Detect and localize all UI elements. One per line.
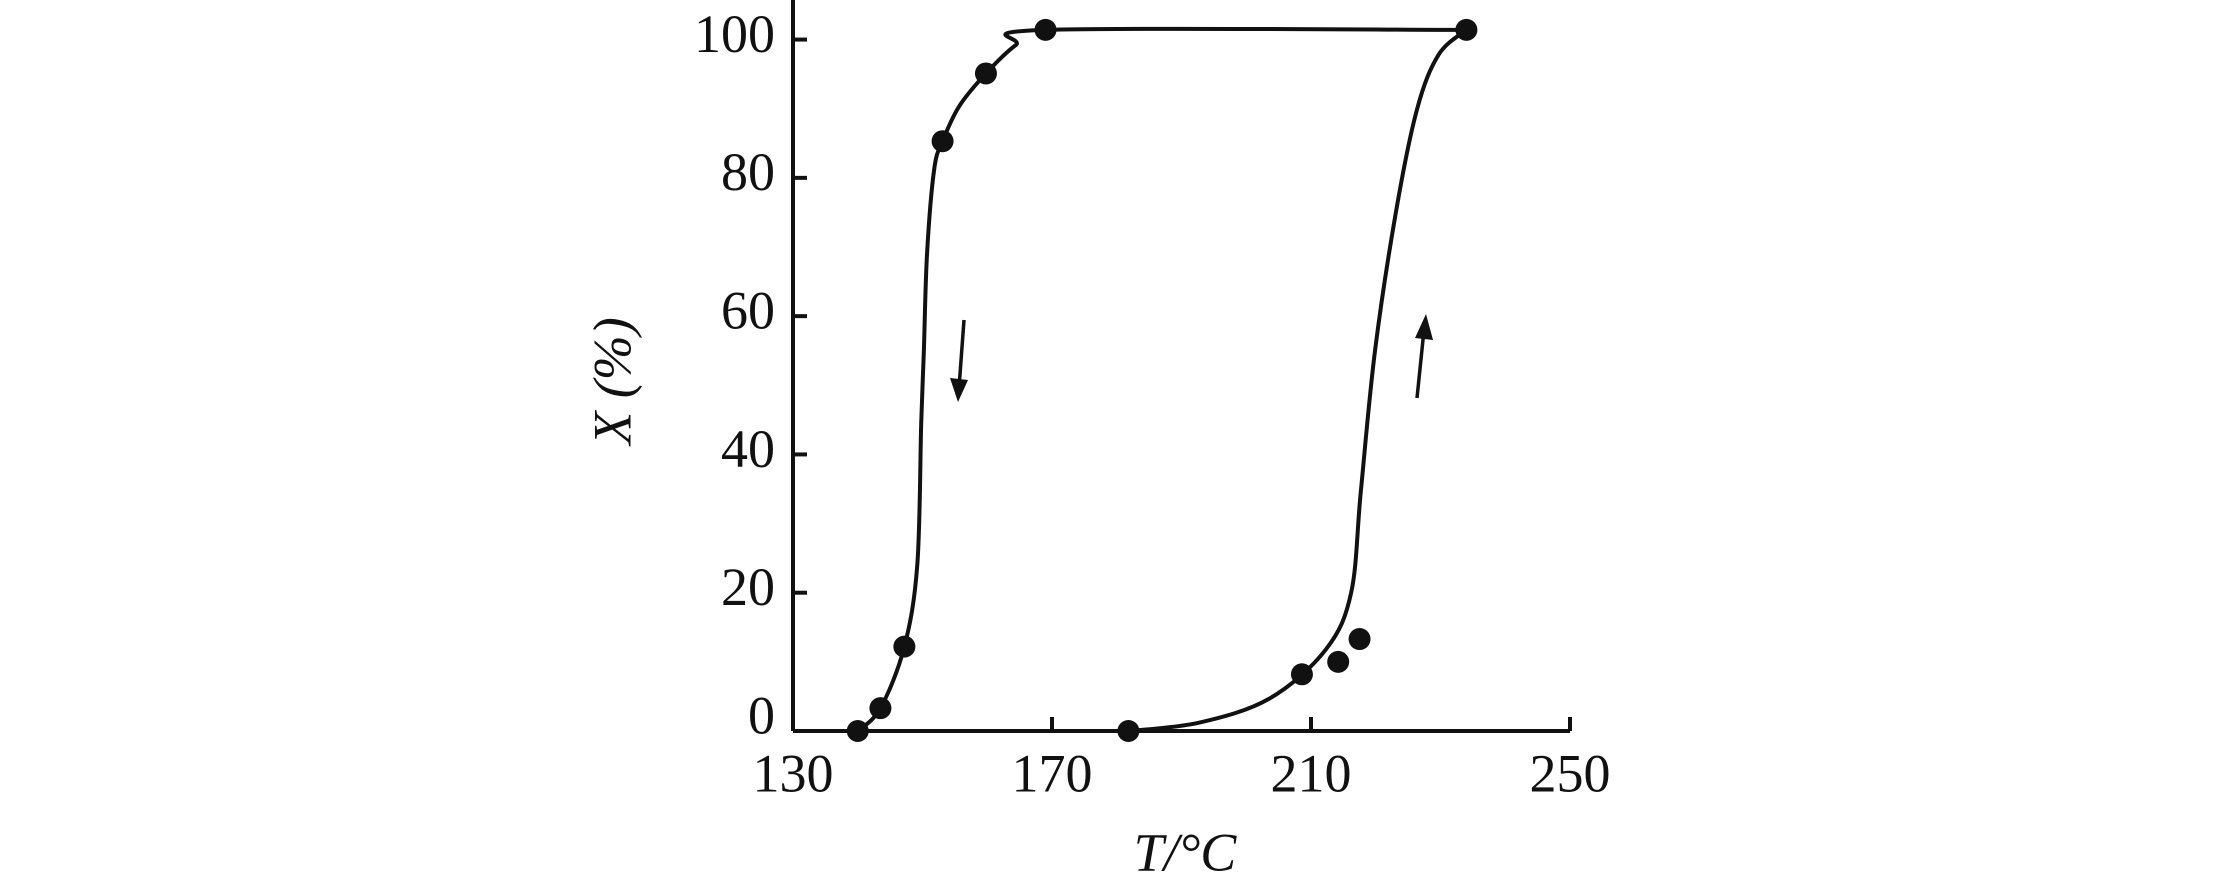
data-point — [931, 130, 954, 153]
y-tick-label: 80 — [721, 142, 775, 202]
y-axis-label: X (%) — [582, 317, 642, 446]
data-point — [1117, 720, 1140, 742]
arrow-down — [957, 319, 966, 389]
arrow-down-head — [950, 378, 968, 402]
data-point — [1034, 18, 1057, 41]
data-point — [846, 720, 869, 742]
x-tick-label: 250 — [1530, 743, 1611, 803]
data-point — [1455, 18, 1478, 41]
y-tick-label: 100 — [694, 4, 775, 64]
data-point — [869, 697, 892, 720]
data-point — [974, 62, 997, 85]
data-point — [1290, 663, 1313, 686]
arrow-up — [1415, 329, 1426, 399]
fit-curve — [1128, 28, 1468, 733]
x-axis-label: T/°C — [1134, 822, 1238, 882]
x-tick-label: 170 — [1012, 743, 1093, 803]
direction-arrows — [950, 314, 1433, 402]
x-tick-label: 210 — [1271, 743, 1352, 803]
y-tick-label: 60 — [721, 281, 775, 341]
data-point — [1348, 628, 1371, 651]
y-tick-label: 40 — [721, 419, 775, 479]
fit-curve — [856, 26, 1467, 733]
x-tick-label: 130 — [753, 743, 834, 803]
arrow-up-head — [1415, 314, 1433, 340]
data-point — [893, 635, 916, 658]
data-point — [1327, 650, 1350, 673]
y-tick-label: 20 — [721, 557, 775, 617]
y-tick-label: 0 — [748, 685, 775, 745]
